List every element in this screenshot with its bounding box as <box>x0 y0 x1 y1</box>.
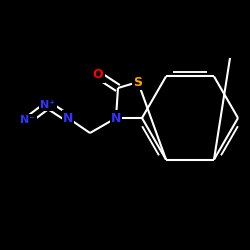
Text: N: N <box>111 112 121 124</box>
Text: N⁻: N⁻ <box>20 115 36 125</box>
Text: N⁺: N⁺ <box>40 100 56 110</box>
Text: O: O <box>93 68 103 82</box>
Text: N: N <box>63 112 73 124</box>
Text: S: S <box>134 76 142 88</box>
